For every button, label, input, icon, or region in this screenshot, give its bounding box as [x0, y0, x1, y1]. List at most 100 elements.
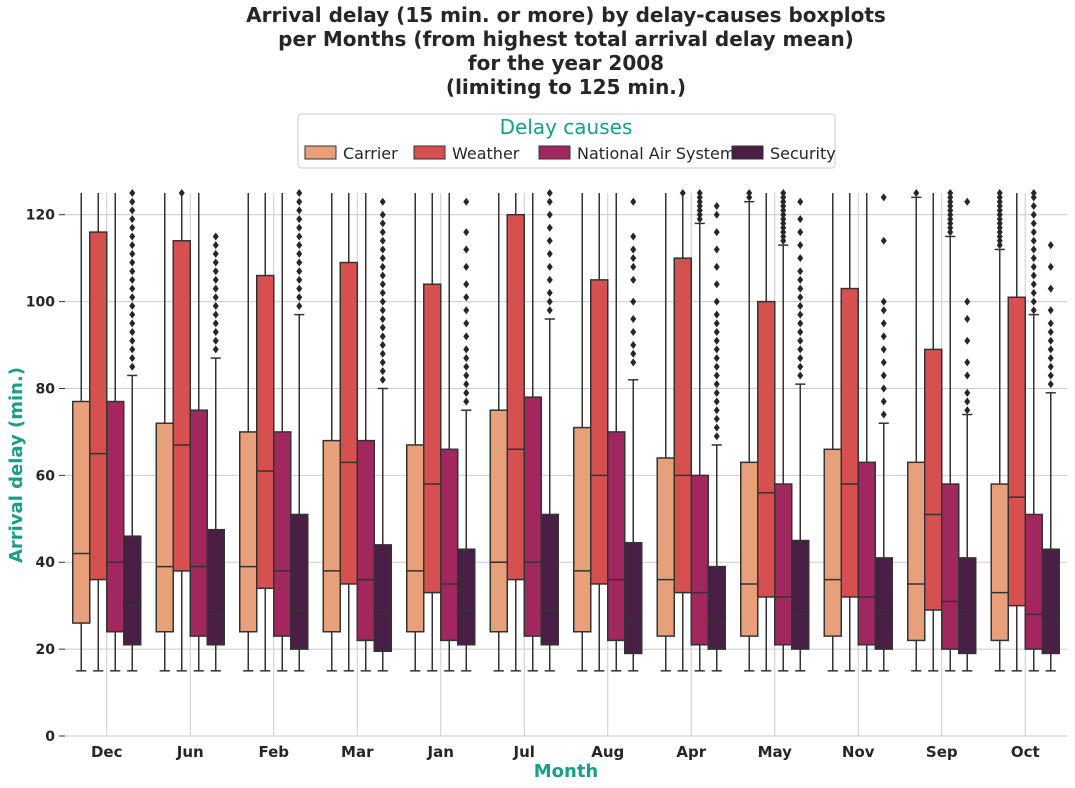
iqr-box [1007, 296, 1026, 607]
outlier-point [463, 319, 470, 328]
outlier-point [713, 371, 720, 380]
y-tick-label: 120 [26, 208, 55, 224]
outlier-point [463, 380, 470, 389]
iqr-box [1024, 513, 1043, 650]
outlier-point [947, 197, 954, 206]
iqr-box [958, 557, 977, 655]
outlier-point [1047, 336, 1054, 345]
outlier-point [780, 223, 787, 232]
box-feb-weather [256, 193, 275, 672]
outlier-point [129, 249, 136, 258]
box-oct-carrier [990, 248, 1009, 672]
iqr-box [155, 422, 174, 633]
outlier-point [296, 284, 303, 293]
outlier-point [713, 297, 720, 306]
outlier-point [296, 258, 303, 267]
box-nov-carrier [823, 193, 842, 672]
outlier-point [964, 336, 971, 345]
box-sep-security [958, 413, 977, 672]
legend-swatch [538, 145, 571, 160]
outlier-point [713, 414, 720, 423]
box-apr-carrier [656, 193, 675, 672]
outlier-point [964, 297, 971, 306]
outlier-point [379, 197, 386, 206]
outlier-point [1047, 371, 1054, 380]
outlier-point [630, 358, 637, 367]
outlier-point [129, 275, 136, 284]
outlier-point [797, 241, 804, 250]
outlier-point [379, 254, 386, 263]
box-jul-weather [506, 193, 525, 672]
box-jun-weather [172, 193, 191, 672]
outlier-point [1030, 219, 1037, 228]
outlier-point [379, 341, 386, 350]
outlier-point [713, 245, 720, 254]
outlier-point [129, 354, 136, 363]
outlier-point [713, 210, 720, 219]
outlier-point [1030, 228, 1037, 237]
box-dec-weather [89, 193, 108, 672]
outlier-point [913, 189, 920, 197]
iqr-box [206, 528, 225, 646]
outlier-point [1030, 288, 1037, 297]
iqr-box [406, 444, 425, 633]
outlier-point [996, 236, 1003, 245]
x-tick-label-nov: Nov [842, 743, 875, 761]
box-sep-weather [924, 193, 943, 672]
iqr-box [172, 240, 191, 572]
outlier-point [129, 215, 136, 224]
outlier-point [296, 206, 303, 215]
iqr-box [506, 213, 525, 581]
outlier-point [212, 310, 219, 319]
outlier-point [463, 388, 470, 397]
outlier-point [880, 319, 887, 328]
outlier-point [713, 202, 720, 211]
outlier-point [212, 319, 219, 328]
box-feb-national-air-system [273, 193, 292, 672]
box-apr-security [707, 444, 726, 672]
outlier-point [713, 423, 720, 432]
chart-title: Arrival delay (15 min. or more) by delay… [246, 3, 886, 99]
box-mar-carrier [322, 193, 341, 672]
outlier-point [1030, 193, 1037, 202]
outlier-point [996, 215, 1003, 224]
outlier-point [129, 206, 136, 215]
outlier-point [129, 232, 136, 241]
iqr-box [740, 461, 759, 637]
outlier-point [463, 354, 470, 363]
iqr-box [573, 426, 592, 633]
iqr-box [290, 513, 309, 650]
outlier-point [964, 397, 971, 406]
x-axis-label: Month [534, 761, 599, 782]
chart-title-line-2: per Months (from highest total arrival d… [278, 27, 854, 51]
outlier-point [379, 219, 386, 228]
iqr-box [907, 461, 926, 642]
box-oct-security [1041, 392, 1060, 672]
outlier-point [880, 236, 887, 245]
outlier-point [880, 306, 887, 315]
outlier-point [996, 202, 1003, 211]
outlier-point [129, 319, 136, 328]
outlier-point [780, 228, 787, 237]
outlier-point [463, 197, 470, 206]
outlier-point [296, 275, 303, 284]
box-may-security [791, 383, 810, 672]
outlier-point [797, 215, 804, 224]
legend-label: Carrier [343, 144, 398, 163]
outlier-point [996, 210, 1003, 219]
outlier-point [780, 202, 787, 211]
iqr-box [489, 409, 508, 633]
outlier-point [996, 223, 1003, 232]
legend-label: Weather [452, 144, 520, 163]
outlier-point [1030, 280, 1037, 289]
outlier-point [679, 189, 686, 197]
legend-item-security: Security [731, 144, 836, 163]
outlier-point [947, 206, 954, 215]
iqr-box [840, 287, 859, 598]
outlier-point [746, 193, 753, 202]
outlier-point [1047, 345, 1054, 354]
outlier-point [296, 267, 303, 276]
outlier-point [746, 189, 753, 197]
outlier-point [379, 306, 386, 315]
outlier-point [713, 345, 720, 354]
